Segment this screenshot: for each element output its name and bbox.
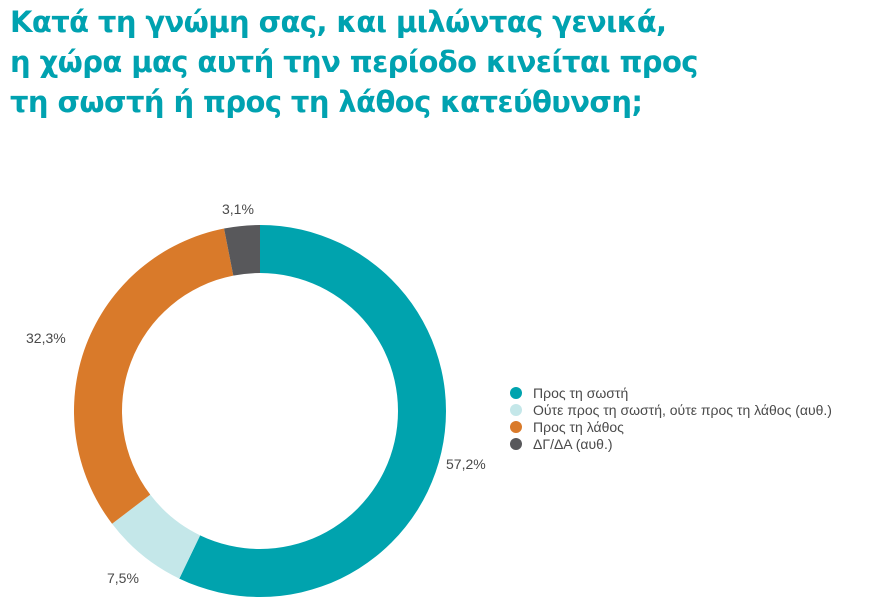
legend-swatch-icon [510, 386, 522, 399]
legend-label: ΔΓ/ΔΑ (αυθ.) [533, 435, 613, 452]
legend-swatch-icon [510, 437, 522, 450]
donut-segment [74, 228, 234, 524]
data-label-neutral: 7,5% [107, 570, 139, 586]
legend-swatch-icon [510, 403, 522, 416]
data-label-dkna: 3,1% [222, 201, 254, 217]
legend-item-dkna: ΔΓ/ΔΑ (αυθ.) [510, 435, 832, 452]
legend-swatch-icon [510, 420, 522, 433]
chart-title: Κατά τη γνώμη σας, και μιλώντας γενικά, … [10, 2, 698, 122]
donut-segment [112, 494, 201, 579]
legend-item-neutral: Ούτε προς τη σωστή, ούτε προς τη λάθος (… [510, 401, 832, 418]
legend-label: Ούτε προς τη σωστή, ούτε προς τη λάθος (… [533, 401, 832, 418]
data-label-wrong: 32,3% [26, 330, 66, 346]
data-label-right: 57,2% [446, 456, 486, 472]
legend-item-wrong: Προς τη λάθος [510, 418, 832, 435]
title-line-1: Κατά τη γνώμη σας, και μιλώντας γενικά, [10, 5, 667, 39]
title-line-3: τη σωστή ή προς τη λάθος κατεύθυνση; [10, 85, 643, 119]
donut-segment [224, 225, 260, 276]
legend: Προς τη σωστή Ούτε προς τη σωστή, ούτε π… [510, 384, 832, 452]
legend-item-right: Προς τη σωστή [510, 384, 832, 401]
legend-label: Προς τη λάθος [533, 418, 624, 435]
title-line-2: η χώρα μας αυτή την περίοδο κινείται προ… [10, 45, 698, 79]
legend-label: Προς τη σωστή [533, 384, 629, 401]
donut-segment [179, 225, 447, 598]
donut-ring [74, 225, 447, 598]
